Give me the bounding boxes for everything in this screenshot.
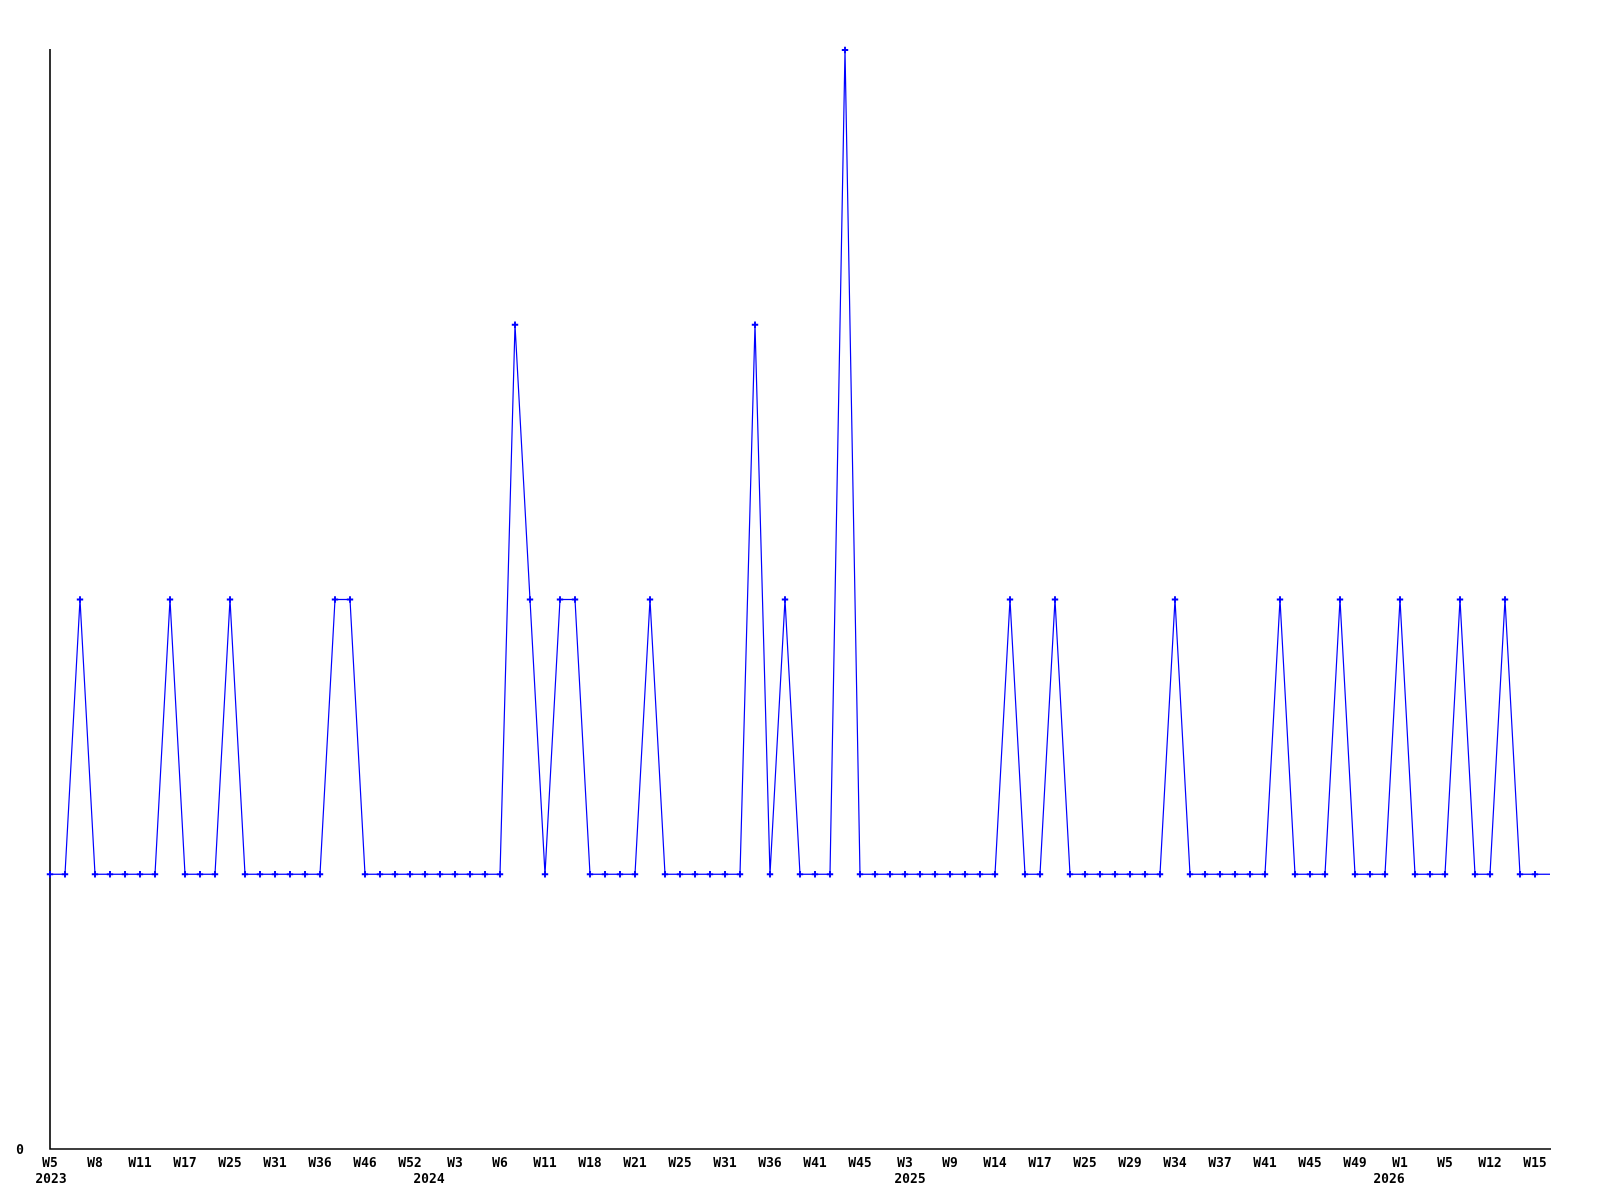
x-tick-label: W37 <box>1208 1156 1231 1171</box>
x-tick-label: W46 <box>353 1156 377 1171</box>
year-label: 2024 <box>413 1172 444 1187</box>
x-tick-label: W21 <box>623 1156 647 1171</box>
year-label: 2025 <box>894 1172 925 1187</box>
x-tick-label: W5 <box>42 1156 58 1171</box>
x-tick-label: W11 <box>128 1156 152 1171</box>
series-markers <box>46 46 1539 878</box>
x-tick-label: W17 <box>173 1156 196 1171</box>
x-tick-label: W34 <box>1163 1156 1187 1171</box>
x-tick-label: W17 <box>1028 1156 1051 1171</box>
x-tick-label: W31 <box>713 1156 737 1171</box>
x-tick-label: W14 <box>983 1156 1007 1171</box>
x-tick-label: W31 <box>263 1156 287 1171</box>
x-tick-label: W25 <box>1073 1156 1096 1171</box>
x-tick-label: W8 <box>87 1156 103 1171</box>
x-tick-label: W5 <box>1437 1156 1453 1171</box>
x-tick-label: W1 <box>1392 1156 1408 1171</box>
x-tick-label: W25 <box>218 1156 241 1171</box>
x-tick-label: W3 <box>897 1156 913 1171</box>
year-labels: 2023 2024 2025 2026 <box>35 1172 1404 1187</box>
x-tick-labels: W5 W8 W11 W17 W25 W31 W36 W46 W52 W3 W6 W11 W18 W21 W2… <box>42 1156 1547 1171</box>
x-tick-label: W9 <box>942 1156 958 1171</box>
x-tick-label: W6 <box>492 1156 508 1171</box>
x-tick-label: W15 <box>1523 1156 1546 1171</box>
x-tick-label: W3 <box>447 1156 463 1171</box>
x-tick-label: W36 <box>758 1156 782 1171</box>
year-label: 2026 <box>1373 1172 1404 1187</box>
x-tick-label: W18 <box>578 1156 602 1171</box>
y-zero-label: 0 <box>16 1143 24 1158</box>
x-tick-label: W45 <box>848 1156 871 1171</box>
x-tick-label: W41 <box>1253 1156 1277 1171</box>
year-label: 2023 <box>35 1172 66 1187</box>
x-tick-label: W25 <box>668 1156 691 1171</box>
x-tick-label: W36 <box>308 1156 332 1171</box>
x-tick-label: W12 <box>1478 1156 1501 1171</box>
x-tick-label: W29 <box>1118 1156 1141 1171</box>
x-tick-label: W52 <box>398 1156 421 1171</box>
x-tick-label: W11 <box>533 1156 557 1171</box>
series-line <box>50 49 1550 875</box>
x-tick-label: W45 <box>1298 1156 1321 1171</box>
x-tick-label: W49 <box>1343 1156 1366 1171</box>
x-tick-label: W41 <box>803 1156 827 1171</box>
axis-lines <box>49 49 1551 1150</box>
